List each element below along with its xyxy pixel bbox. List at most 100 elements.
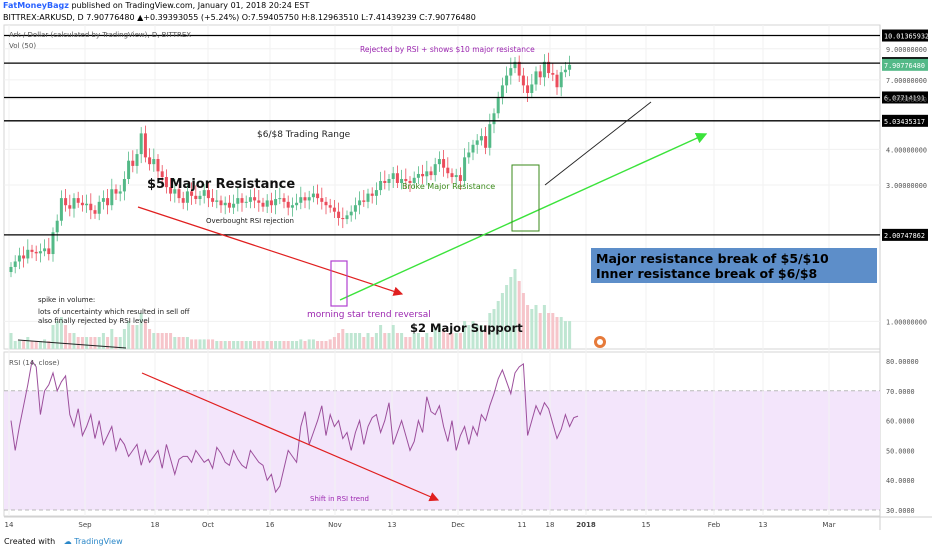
candle bbox=[122, 171, 126, 201]
candle bbox=[366, 188, 370, 209]
time-tick-label: Sep bbox=[78, 521, 92, 529]
volume-bar bbox=[9, 333, 13, 349]
volume-bar bbox=[110, 329, 114, 349]
volume-bar bbox=[72, 333, 76, 349]
candle bbox=[274, 189, 278, 215]
major-resistance-note: $5 Major Resistance bbox=[147, 177, 295, 192]
volume-bar bbox=[202, 339, 206, 349]
volume-bar bbox=[328, 339, 332, 349]
time-tick-label: 15 bbox=[642, 521, 651, 529]
candle bbox=[295, 193, 299, 211]
candle bbox=[450, 168, 454, 184]
candle bbox=[160, 165, 164, 183]
volume-bar bbox=[362, 337, 366, 349]
last-price-tag bbox=[882, 58, 928, 71]
volume-bar bbox=[475, 325, 479, 349]
volume-bar bbox=[542, 305, 546, 349]
candle bbox=[265, 194, 269, 214]
candle bbox=[416, 166, 420, 185]
volume-bar bbox=[488, 313, 492, 349]
tradingview-brand[interactable]: TradingView bbox=[74, 537, 123, 546]
volume-bar bbox=[341, 329, 345, 349]
candle bbox=[257, 189, 261, 212]
volume-bar bbox=[370, 337, 374, 349]
candle bbox=[442, 149, 446, 177]
price-tick-label: 4.00000000 bbox=[886, 146, 927, 154]
candle bbox=[563, 62, 567, 78]
volume-bar bbox=[269, 341, 273, 349]
candle bbox=[530, 73, 534, 99]
last-price-label: 7.90776480 bbox=[884, 62, 925, 70]
overbought-trendline bbox=[137, 206, 404, 296]
candle bbox=[547, 52, 551, 79]
time-tick-label: 18 bbox=[151, 521, 160, 529]
candle bbox=[496, 91, 500, 119]
candle bbox=[244, 195, 248, 208]
volume-bar bbox=[38, 341, 42, 349]
volume-bar bbox=[114, 337, 118, 349]
time-tick-label: 16 bbox=[266, 521, 275, 529]
volume-bar bbox=[160, 333, 164, 349]
candles bbox=[9, 52, 572, 278]
candle bbox=[328, 198, 332, 213]
candle bbox=[555, 69, 559, 95]
broke-major-note: Broke Major Resistance bbox=[402, 182, 495, 191]
candle bbox=[9, 262, 13, 278]
volume-bar bbox=[450, 333, 454, 349]
volume-bar bbox=[211, 339, 215, 349]
candle bbox=[185, 183, 189, 211]
volume-bar bbox=[547, 313, 551, 349]
candle bbox=[299, 186, 303, 210]
candle bbox=[261, 197, 265, 212]
volume-bar bbox=[563, 321, 567, 349]
rsi-downtrend-line bbox=[141, 372, 440, 502]
volume-bar bbox=[316, 341, 320, 349]
candle bbox=[337, 202, 341, 226]
candle bbox=[500, 77, 504, 105]
rejected-rsi-note: Rejected by RSI + shows $10 major resist… bbox=[360, 45, 535, 54]
candle bbox=[463, 148, 467, 187]
volume-bar bbox=[500, 293, 504, 349]
rsi-label: RSI (14, close) bbox=[9, 359, 60, 367]
volume-bar bbox=[118, 337, 122, 349]
candle bbox=[118, 185, 122, 202]
candle bbox=[110, 178, 114, 211]
rsi-tick-label: 70.0000 bbox=[886, 388, 915, 396]
candle bbox=[290, 197, 294, 217]
candle bbox=[202, 183, 206, 204]
chart-title: Ark / Dollar (calculated by TradingView)… bbox=[9, 31, 191, 39]
volume-bar bbox=[135, 325, 139, 349]
volume-bar bbox=[219, 341, 223, 349]
volume-bar bbox=[89, 337, 93, 349]
volume-bar bbox=[374, 333, 378, 349]
volume-bar bbox=[127, 321, 131, 349]
volume-bar bbox=[492, 309, 496, 349]
volume-bar bbox=[484, 325, 488, 349]
volume-bar bbox=[534, 305, 538, 349]
volume-bar bbox=[131, 325, 135, 349]
volume-bar bbox=[232, 341, 236, 349]
candle bbox=[269, 192, 273, 213]
volume-bar bbox=[358, 333, 362, 349]
candle bbox=[517, 55, 521, 82]
uptrend-line bbox=[339, 132, 708, 301]
candle bbox=[89, 193, 93, 220]
candle bbox=[131, 150, 135, 173]
volume-bar bbox=[59, 317, 63, 349]
candle bbox=[169, 178, 173, 202]
publisher-link[interactable]: FatMoneyBagz bbox=[3, 1, 69, 10]
candle bbox=[400, 169, 404, 190]
candle bbox=[341, 207, 345, 229]
candle bbox=[194, 185, 198, 205]
candle bbox=[559, 65, 563, 97]
volume-bar bbox=[505, 285, 509, 349]
candle bbox=[568, 55, 572, 77]
volume-bar bbox=[509, 277, 513, 349]
spike-volume-note-2: lots of uncertainty which resulted in se… bbox=[38, 308, 190, 316]
volume-bar bbox=[181, 337, 185, 349]
level-tag bbox=[882, 228, 928, 241]
candle bbox=[311, 185, 315, 203]
rsi-band bbox=[4, 390, 880, 511]
volume-bar bbox=[194, 339, 198, 349]
